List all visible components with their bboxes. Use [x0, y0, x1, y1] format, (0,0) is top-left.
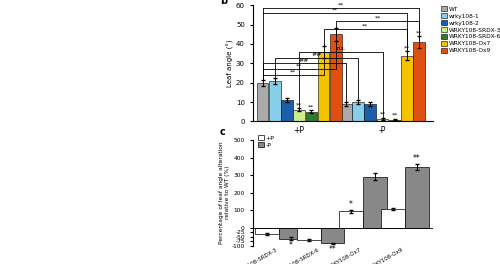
Bar — [318, 52, 330, 121]
Y-axis label: Percentage of leaf angle alteration
relative to WT (%): Percentage of leaf angle alteration rela… — [220, 142, 230, 244]
Bar — [294, 110, 305, 121]
Bar — [281, 100, 293, 121]
Text: **: ** — [290, 70, 296, 75]
Bar — [255, 228, 279, 234]
Bar — [256, 83, 268, 121]
Text: **: ** — [416, 31, 422, 36]
Bar — [269, 81, 280, 121]
Bar — [363, 177, 386, 228]
Bar — [352, 102, 364, 121]
Bar — [389, 120, 400, 121]
Bar — [321, 228, 344, 243]
Text: **: ** — [362, 23, 368, 28]
Bar — [330, 34, 342, 121]
Bar — [297, 228, 321, 240]
Text: b: b — [220, 0, 227, 6]
Bar — [376, 119, 388, 121]
Bar — [279, 228, 302, 239]
Text: c: c — [220, 127, 226, 137]
Text: **: ** — [308, 105, 314, 110]
Bar — [306, 112, 317, 121]
Bar — [382, 209, 405, 228]
Legend: +P, -P: +P, -P — [258, 135, 275, 148]
Text: **: ** — [413, 154, 420, 163]
Text: ##: ## — [311, 52, 322, 57]
Text: **: ** — [392, 113, 398, 118]
Text: **: ** — [296, 64, 302, 69]
Text: *: * — [349, 200, 353, 209]
Text: ##: ## — [299, 58, 310, 63]
Text: **: ** — [404, 45, 410, 50]
Y-axis label: Leaf angle (°): Leaf angle (°) — [228, 40, 234, 87]
Bar — [364, 104, 376, 121]
Text: **: ** — [332, 8, 338, 13]
Bar — [340, 104, 351, 121]
Text: **: ** — [338, 3, 344, 8]
Text: *: * — [288, 241, 292, 250]
Text: **: ** — [296, 103, 302, 108]
Bar — [401, 56, 413, 121]
Text: n.s.: n.s. — [336, 46, 345, 51]
Legend: WT, wrky108-1, wrky108-2, WRKY108-SRDX-3, WRKY108-SRDX-6, WRKY108-Ox7, WRKY108-O: WT, wrky108-1, wrky108-2, WRKY108-SRDX-3… — [441, 6, 500, 54]
Text: **: ** — [380, 112, 386, 117]
Text: **: ** — [374, 15, 380, 20]
Bar — [414, 42, 425, 121]
Bar — [405, 167, 428, 228]
Bar — [339, 211, 363, 228]
Text: **: ** — [329, 245, 336, 254]
